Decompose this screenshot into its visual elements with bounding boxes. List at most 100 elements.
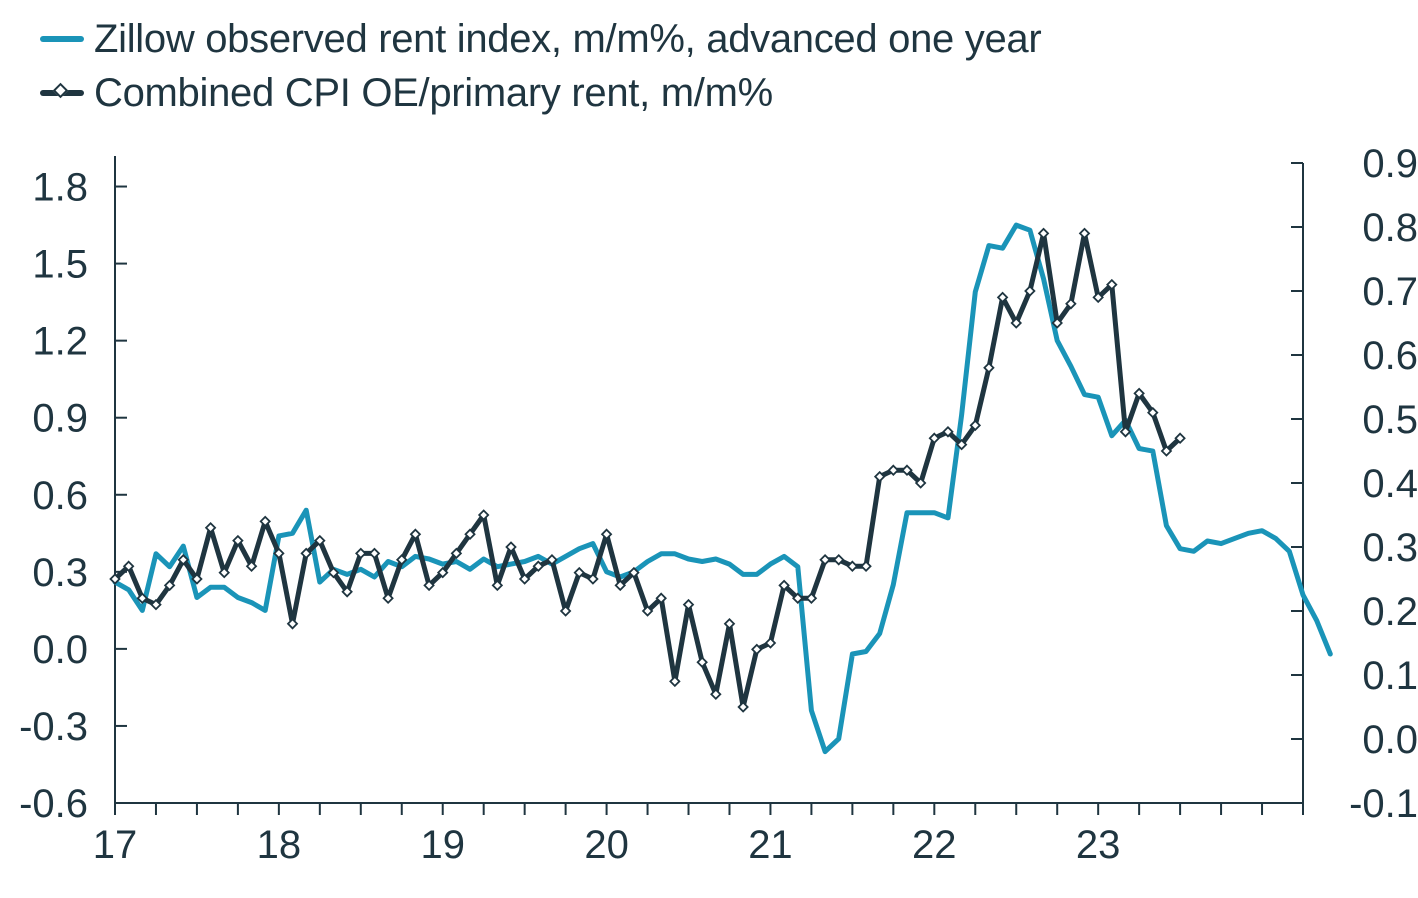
cpi-point (559, 605, 572, 617)
cpi-point (819, 554, 831, 566)
cpi-point (368, 547, 381, 560)
cpi-point (1078, 227, 1091, 240)
x-tick-label: 20 (584, 823, 629, 867)
cpi-point (805, 592, 818, 604)
cpi-point (204, 522, 217, 534)
left-y-tick-label: -0.6 (19, 782, 88, 826)
zillow-line (112, 222, 1333, 755)
right-y-tick-label: 0.6 (1362, 334, 1418, 378)
x-tick-label: 22 (912, 823, 957, 867)
cpi-point (696, 656, 708, 668)
right-y-tick-label: 0.9 (1362, 142, 1418, 186)
cpi-point (150, 598, 162, 611)
cpi-point (573, 566, 586, 579)
cpi-point (477, 509, 490, 521)
legend-item-zillow: Zillow observed rent index, m/m%, advanc… (40, 12, 1042, 66)
cpi-point (655, 592, 667, 604)
cpi-point (300, 547, 312, 560)
cpi-point (314, 534, 326, 547)
x-tick-label: 18 (257, 823, 302, 867)
cpi-point (505, 541, 517, 553)
tick-labels: 1.8 1.5 1.2 0.9 0.6 0.3 0.0 -0.3 -0.6 0.9 0.8 0.7 0.… (19, 142, 1418, 867)
cpi-point (723, 618, 736, 630)
cpi-point (395, 554, 408, 566)
cpi-point (1147, 406, 1159, 419)
cpi-point (286, 618, 299, 630)
cpi-point (942, 426, 954, 438)
legend-swatch-cpi (40, 82, 84, 99)
x-tick-label: 21 (748, 823, 793, 867)
cpi-point (1024, 285, 1036, 297)
cpi-point (600, 528, 613, 540)
legend-item-cpi: Combined CPI OE/primary rent, m/m% (40, 66, 1041, 120)
legend-swatch-zillow (40, 36, 84, 42)
cpi-point (710, 688, 722, 700)
cpi-point (887, 464, 900, 476)
cpi-point (491, 579, 504, 592)
cpi-point (191, 573, 203, 585)
cpi-point (245, 560, 258, 572)
cpi-point (122, 560, 135, 572)
cpi-point (969, 419, 982, 432)
cpi-point (273, 547, 285, 560)
cpi-point (259, 515, 271, 528)
cpi-point (423, 579, 435, 592)
right-y-tick-label: 0.0 (1362, 718, 1418, 762)
right-y-tick-label: 0.2 (1362, 590, 1418, 634)
cpi-point (791, 592, 804, 604)
cpi-point (669, 675, 681, 688)
x-tick-label: 23 (1076, 823, 1121, 867)
cpi-point (873, 470, 886, 483)
right-y-tick-label: 0.4 (1362, 462, 1418, 506)
cpi-point (764, 637, 777, 649)
cpi-point (436, 566, 449, 579)
cpi-point (955, 438, 968, 451)
cpi-point (778, 579, 790, 592)
cpi-point (901, 464, 913, 476)
cpi-point (1065, 298, 1077, 310)
cpi-point (136, 592, 149, 604)
cpi-point (409, 528, 422, 540)
cpi-point (1174, 432, 1186, 444)
cpi-point (1106, 278, 1118, 291)
left-y-tick-label: 1.8 (32, 166, 88, 210)
cpi-point (846, 560, 859, 572)
legend-label-cpi: Combined CPI OE/primary rent, m/m% (94, 70, 773, 115)
cpi-point (682, 598, 695, 611)
left-y-tick-label: 0.9 (32, 397, 88, 441)
right-y-tick-label: -0.1 (1349, 782, 1418, 826)
left-y-tick-label: 1.5 (32, 243, 88, 287)
cpi-point (1051, 317, 1063, 329)
cpi-point (518, 573, 531, 585)
x-tick-label: 17 (93, 823, 138, 867)
cpi-point (737, 701, 749, 713)
cpi-point (546, 554, 558, 566)
cpi-point (341, 586, 353, 598)
cpi-point (983, 362, 995, 374)
cpi-line (112, 230, 1183, 710)
cpi-point (587, 573, 599, 585)
left-y-tick-label: -0.3 (19, 705, 88, 749)
cpi-point (464, 528, 476, 540)
cpi-point (532, 560, 545, 572)
legend-label-zillow: Zillow observed rent index, m/m%, advanc… (94, 16, 1042, 61)
cpi-point (109, 573, 121, 585)
cpi-point (832, 554, 845, 566)
cpi-point (218, 566, 231, 579)
right-y-tick-label: 0.3 (1362, 526, 1418, 570)
cpi-point (614, 579, 627, 592)
cpi-point (177, 554, 190, 566)
cpi-point (996, 291, 1009, 304)
left-y-tick-label: 0.6 (32, 474, 88, 518)
right-y-tick-label: 0.7 (1362, 270, 1418, 314)
axes (114, 156, 1304, 815)
cpi-point (1037, 227, 1050, 240)
cpi-point (914, 477, 927, 489)
cpi-point (628, 566, 640, 579)
series-layer (109, 222, 1333, 755)
cpi-point (1092, 291, 1104, 304)
cpi-point (382, 592, 394, 604)
cpi-point (641, 605, 654, 617)
right-y-tick-label: 0.8 (1362, 206, 1418, 250)
